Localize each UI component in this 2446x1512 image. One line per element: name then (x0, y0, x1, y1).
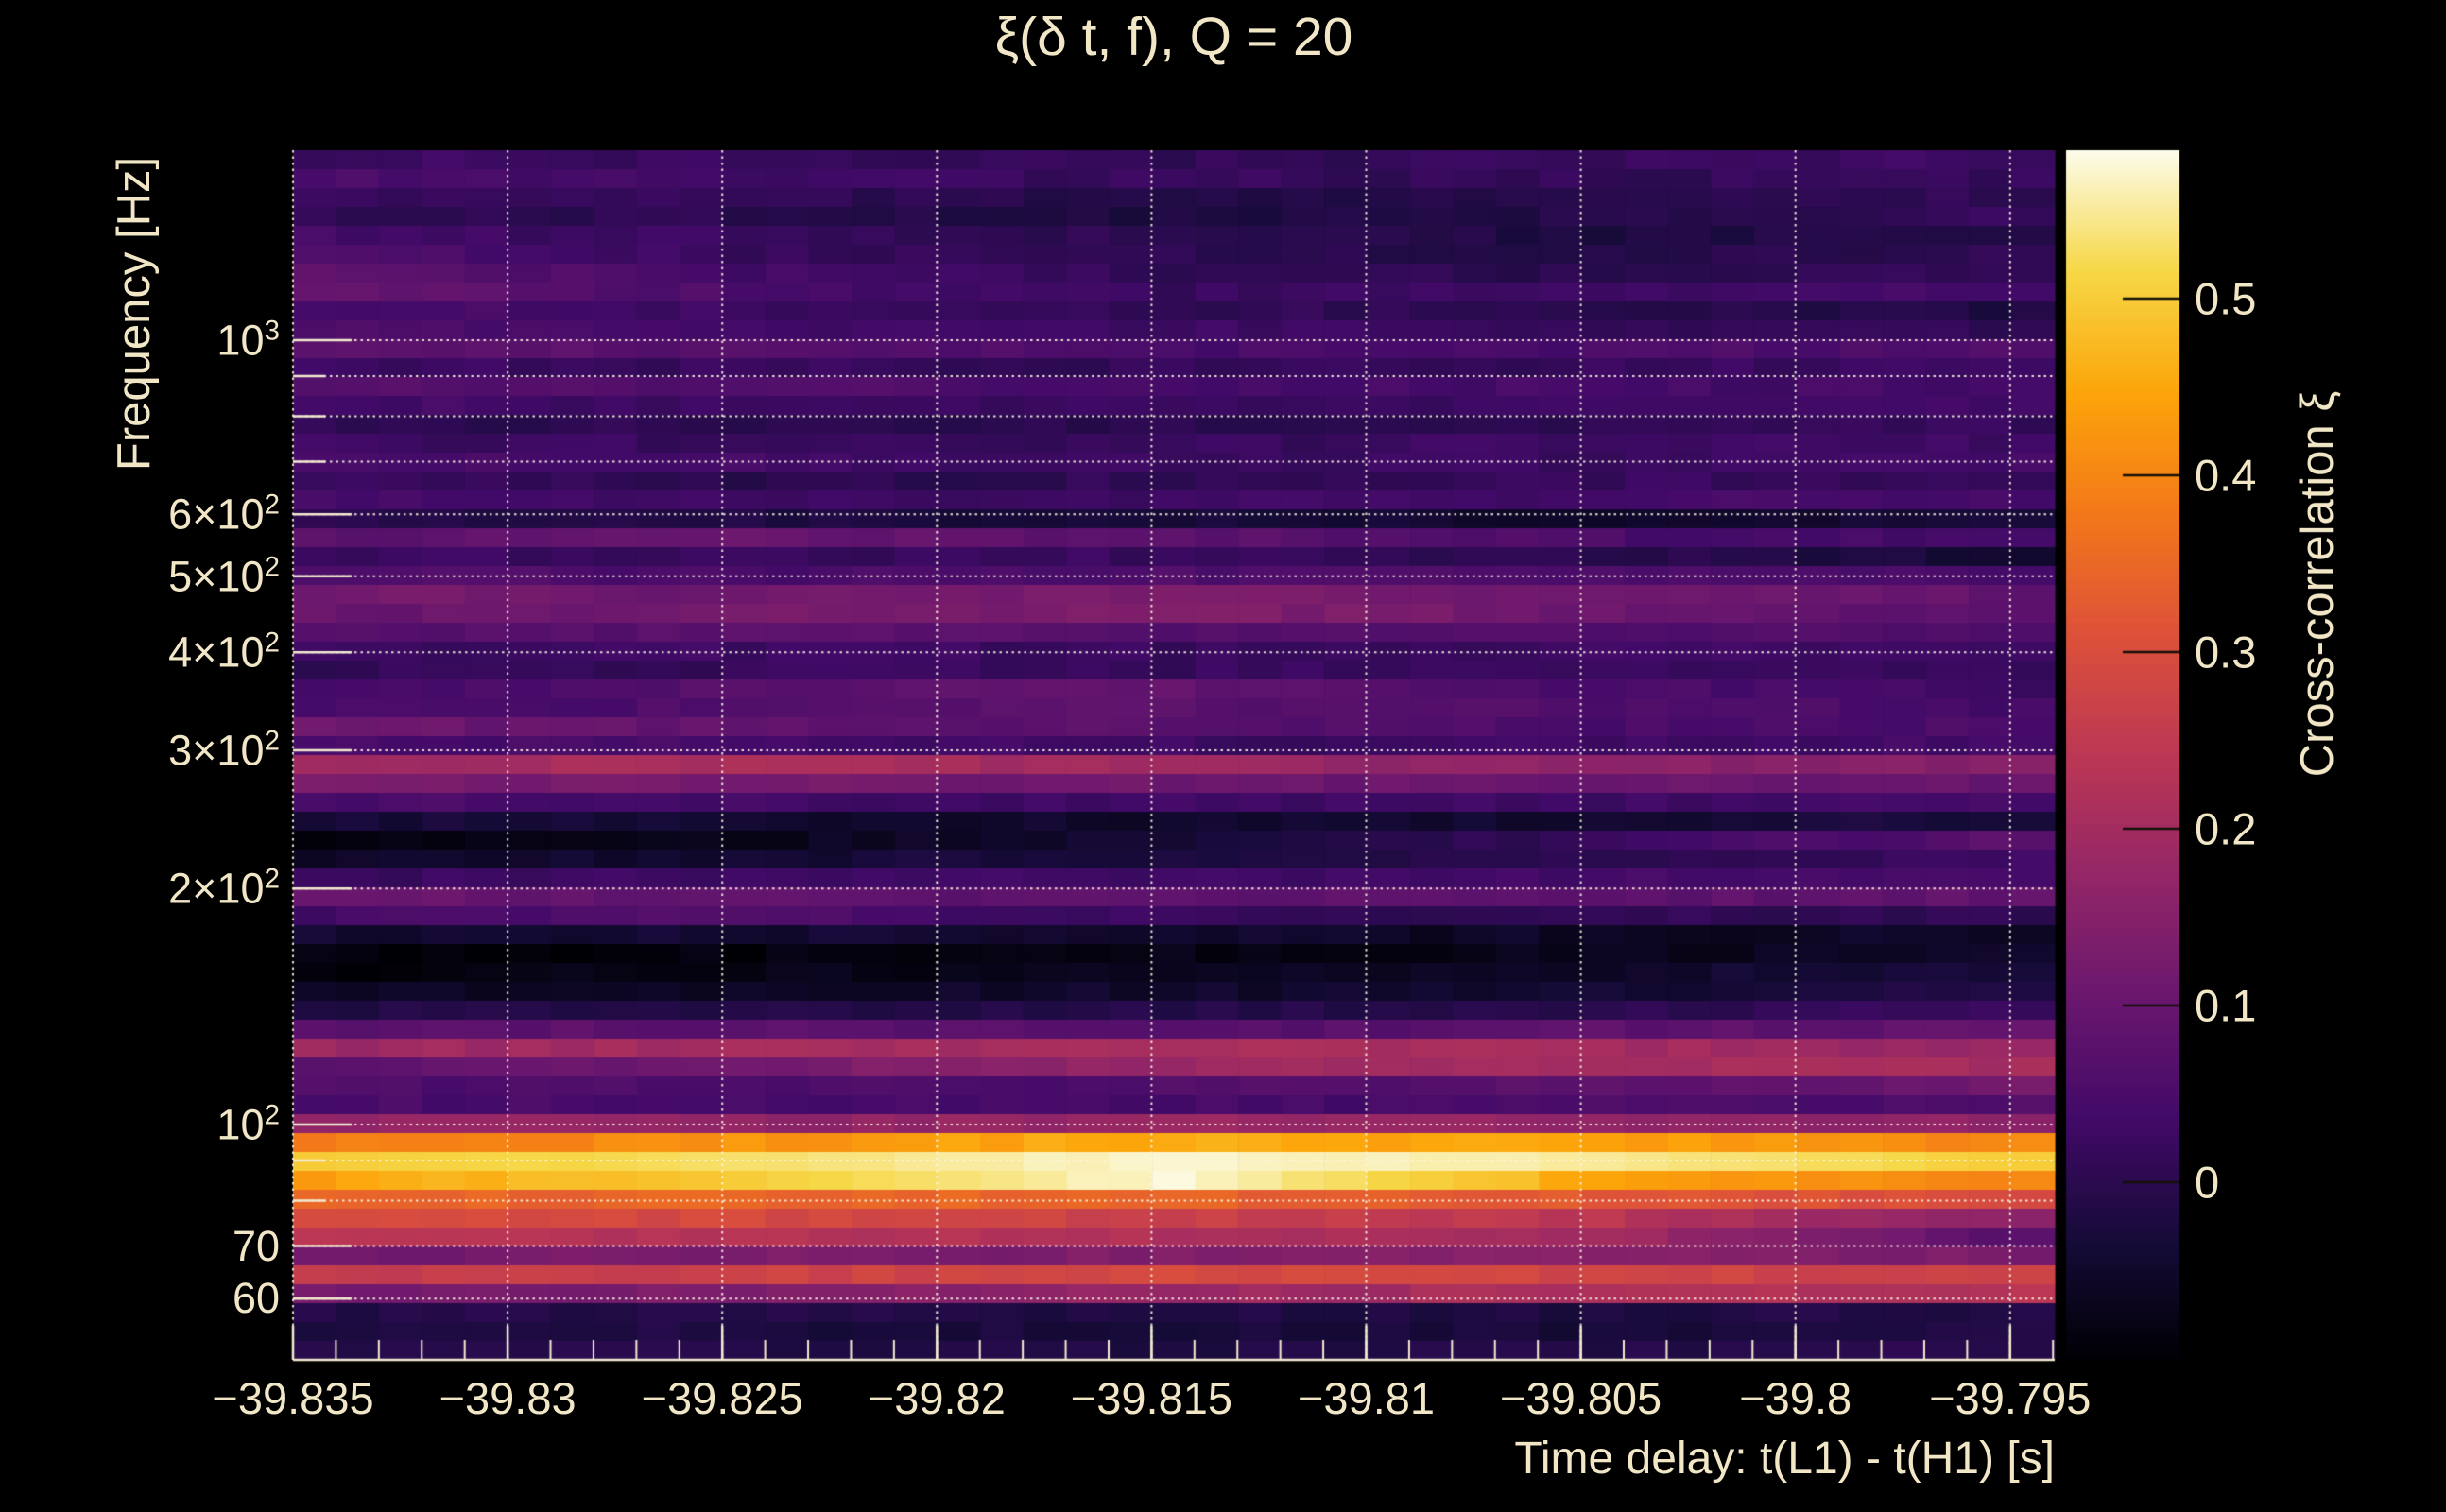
colorbar-tick-label: 0.1 (2195, 980, 2257, 1031)
x-axis-label: Time delay: t(L1) - t(H1) [s] (1514, 1434, 2055, 1484)
y-tick-label: 2×102 (168, 863, 280, 913)
x-tick-label: −39.81 (1297, 1373, 1436, 1423)
y-tick-label: 103 (216, 315, 280, 365)
colorbar-tick-label: 0.5 (2195, 273, 2257, 324)
y-tick-label: 102 (216, 1099, 280, 1149)
x-tick-label: −39.83 (439, 1373, 577, 1423)
colorbar-tick-label: 0 (2195, 1157, 2220, 1208)
y-tick-label: 5×102 (168, 551, 280, 601)
y-tick-label: 60 (232, 1274, 280, 1323)
colorbar-label: Cross-correlation ξ (2292, 390, 2343, 778)
x-tick-label: −39.815 (1070, 1373, 1232, 1423)
x-tick-label: −39.835 (212, 1373, 374, 1423)
y-tick-label: 70 (232, 1221, 280, 1270)
colorbar-tick-label: 0.4 (2195, 450, 2257, 501)
y-axis-label: Frequency [Hz] (109, 156, 160, 472)
x-tick-label: −39.805 (1499, 1373, 1662, 1423)
colorbar-tick-label: 0.3 (2195, 627, 2257, 678)
y-tick-label: 6×102 (168, 489, 280, 539)
y-tick-label: 4×102 (168, 627, 280, 677)
x-tick-label: −39.825 (641, 1373, 803, 1423)
chart-title: ξ(δ t, f), Q = 20 (994, 7, 1353, 67)
x-tick-label: −39.82 (868, 1373, 1006, 1423)
colorbar-tick-label: 0.2 (2195, 803, 2257, 854)
x-tick-label: −39.8 (1739, 1373, 1852, 1423)
y-tick-label: 3×102 (168, 725, 280, 775)
x-tick-label: −39.795 (1929, 1373, 2092, 1423)
